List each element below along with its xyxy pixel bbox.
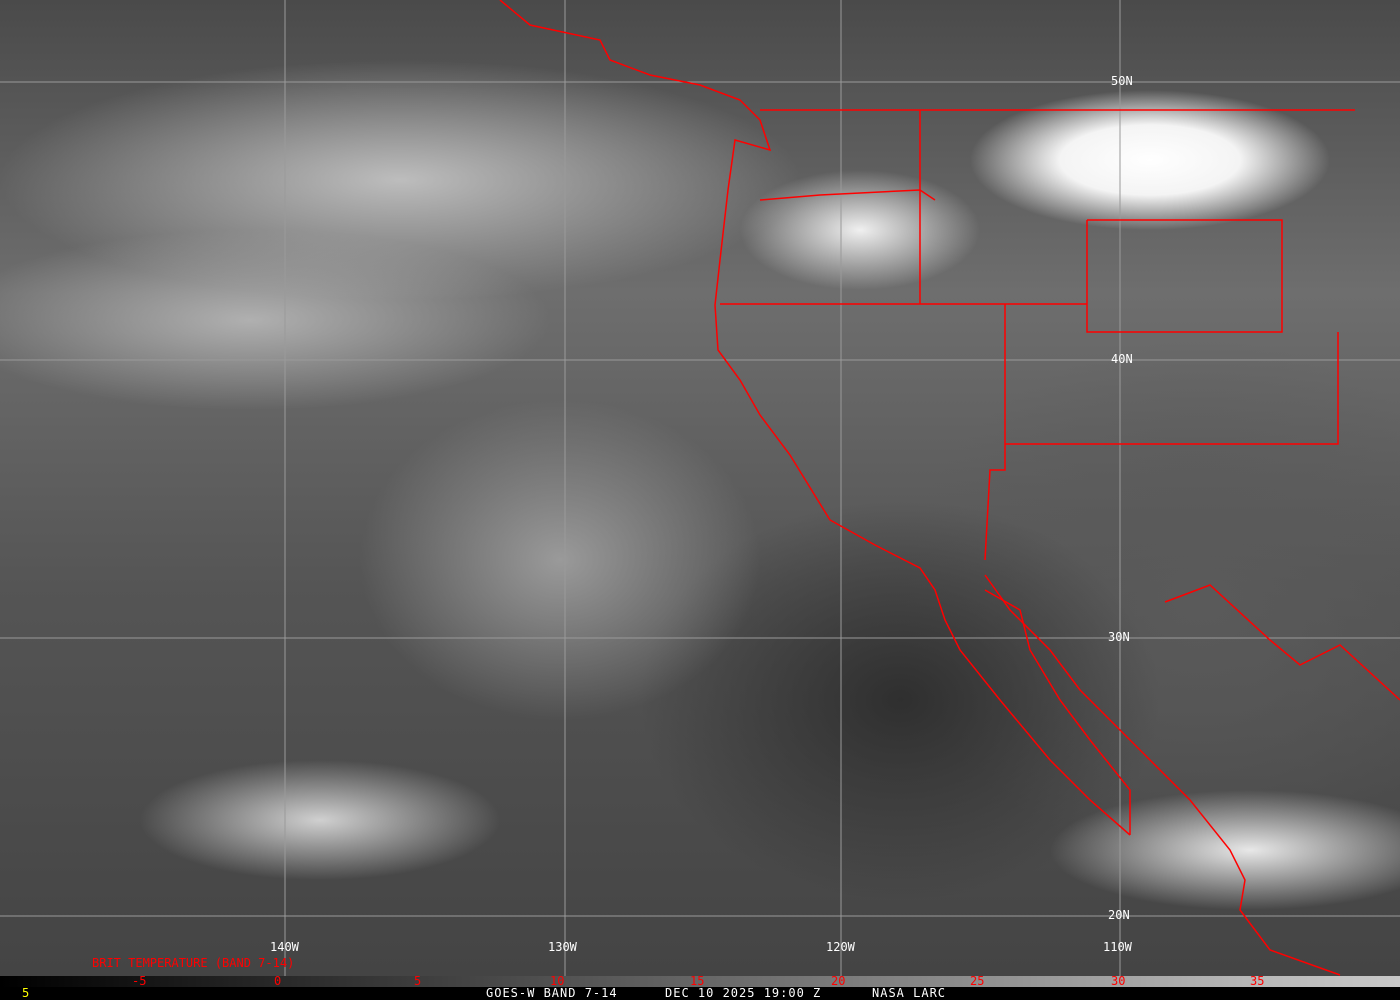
colorbar-tick: -5 (132, 974, 147, 988)
colorbar-tick: 0 (274, 974, 282, 988)
lat-lon-grid (0, 0, 1400, 976)
lat-label-30n: 30N (1108, 630, 1130, 644)
lon-label-130w: 130W (548, 940, 577, 954)
colorbar-title: BRIT TEMPERATURE (BAND 7-14) (92, 956, 295, 970)
mexico-mainland-coast (984, 574, 1341, 976)
source: NASA LARC (872, 986, 947, 1000)
frame-number: 5 (22, 986, 31, 1000)
pacific-coastline (499, 0, 1131, 836)
satellite-image (0, 0, 1400, 976)
lon-label-110w: 110W (1103, 940, 1132, 954)
lat-label-40n: 40N (1111, 352, 1133, 366)
colorbar-tick: 25 (970, 974, 985, 988)
colorbar-tick: 20 (831, 974, 846, 988)
lon-label-140w: 140W (270, 940, 299, 954)
colorbar-tick: 10 (550, 974, 565, 988)
wa-or-border (759, 189, 936, 201)
datetime: DEC 10 2025 19:00 Z (665, 986, 822, 1000)
political-borders (499, 0, 1400, 976)
colorbar (0, 976, 1400, 987)
colorbar-tick: 35 (1250, 974, 1265, 988)
colorbar-tick: 5 (414, 974, 422, 988)
mexico-us-border (1164, 584, 1400, 701)
utah-colorado (1005, 332, 1339, 445)
lat-label-20n: 20N (1108, 908, 1130, 922)
nevada-border (984, 304, 1006, 561)
satellite-band: GOES-W BAND 7-14 (486, 986, 618, 1000)
map-overlay (0, 0, 1400, 976)
gulf-of-california-coast (984, 589, 1131, 835)
wyoming-montana (1086, 219, 1283, 333)
footer-bar (0, 987, 1400, 1000)
colorbar-tick: 30 (1111, 974, 1126, 988)
lat-label-50n: 50N (1111, 74, 1133, 88)
lon-label-120w: 120W (826, 940, 855, 954)
colorbar-tick: 15 (690, 974, 705, 988)
